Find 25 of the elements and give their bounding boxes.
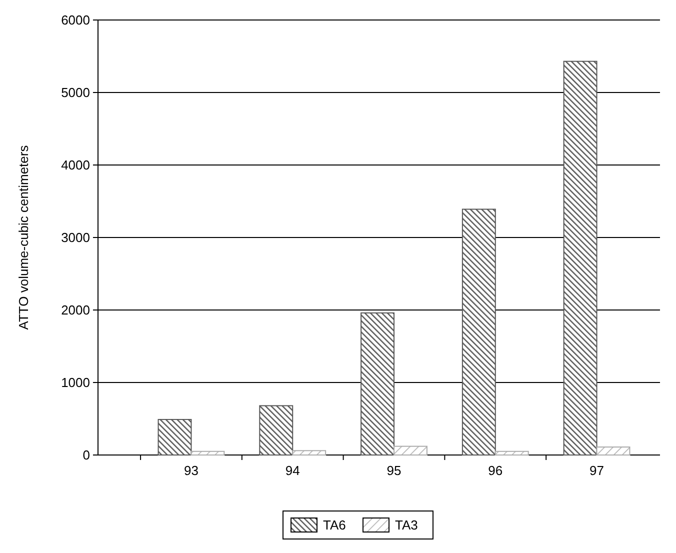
legend-label: TA3 [395, 518, 418, 533]
y-tick-label: 2000 [61, 302, 90, 318]
bar [563, 60, 598, 456]
bar [292, 450, 326, 456]
y-tick-label: 6000 [61, 12, 90, 28]
y-tick-label: 1000 [61, 375, 90, 390]
y-tick-label: 0 [82, 448, 90, 463]
x-tick-label: 93 [184, 463, 198, 478]
bar [394, 446, 428, 456]
bar [596, 446, 630, 456]
x-tick-label: 95 [386, 463, 402, 478]
y-tick-label: 5000 [61, 85, 90, 100]
bar [360, 312, 394, 456]
bar [462, 208, 496, 456]
y-tick-label: 3000 [61, 230, 90, 246]
x-tick-label: 96 [488, 463, 503, 478]
y-tick-label: 4000 [61, 158, 90, 173]
bar [190, 450, 225, 456]
bar [494, 450, 529, 456]
legend-label: TA6 [323, 518, 346, 533]
y-axis-title: ATTO volume-cubic centimeters [16, 144, 31, 330]
x-tick-label: 97 [590, 463, 604, 478]
bar [259, 405, 294, 456]
bar [158, 418, 192, 456]
x-tick-label: 94 [285, 463, 300, 478]
